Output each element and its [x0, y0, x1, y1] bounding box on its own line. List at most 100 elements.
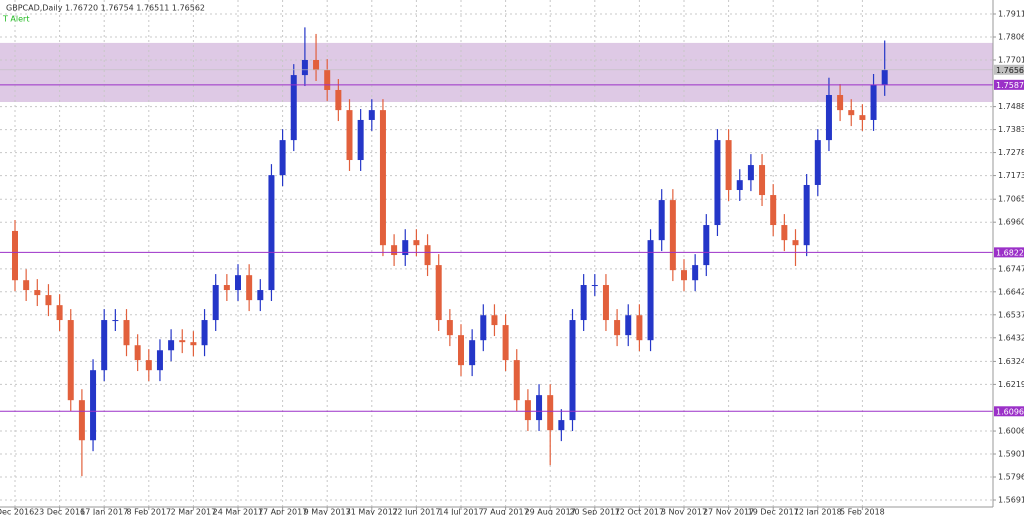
candle-body: [190, 342, 197, 346]
x-tick-label: 17 Apr 2017: [258, 508, 307, 515]
candle-body: [558, 420, 565, 431]
level-label: 1.60962: [996, 407, 1024, 416]
candle-body: [469, 340, 476, 366]
candle-body: [368, 110, 375, 120]
alert-label: T Alert: [2, 15, 29, 24]
y-tick-label: 1.79110: [998, 10, 1024, 19]
x-tick-label: 29 Aug 2017: [525, 508, 576, 515]
candle-body: [424, 245, 431, 266]
x-tick-label: 9 May 2017: [304, 508, 351, 515]
candle-body: [714, 140, 721, 226]
x-tick-label: 17 Jan 2017: [80, 508, 128, 515]
candle-body: [179, 340, 186, 343]
x-tick-label: 22 Jun 2017: [392, 508, 440, 515]
x-tick-label: 3 Nov 2017: [661, 508, 707, 515]
candle-body: [859, 115, 866, 120]
candle-body: [346, 110, 353, 161]
x-tick-label: 27 Nov 2017: [703, 508, 754, 515]
y-tick-label: 1.67470: [998, 264, 1024, 273]
candle-body: [56, 305, 63, 321]
candle-body: [391, 245, 398, 256]
candle-body: [881, 69, 888, 85]
candle-body: [212, 285, 219, 321]
candle-body: [825, 95, 832, 141]
candle-body: [458, 335, 464, 366]
candle-body: [23, 280, 30, 291]
x-tick-label: 23 Dec 2016: [34, 508, 85, 515]
candle-body: [569, 320, 576, 421]
candle-body: [803, 184, 810, 246]
candle-body: [324, 70, 331, 90]
candle-body: [591, 285, 598, 287]
candle-body: [781, 225, 788, 241]
candle-body: [357, 119, 364, 161]
candle-body: [725, 140, 732, 191]
candle-body: [168, 340, 175, 351]
candle-body: [792, 240, 799, 246]
candle-body: [101, 320, 108, 371]
candle-body: [301, 59, 308, 76]
candle-body: [402, 240, 409, 256]
candle-body: [313, 59, 320, 71]
y-tick-label: 1.72780: [998, 148, 1024, 157]
candle-body: [681, 270, 687, 281]
x-tick-label: Dec 2016: [0, 508, 34, 515]
candle-body: [814, 140, 821, 185]
candle-body: [658, 200, 665, 241]
candle-body: [235, 275, 241, 291]
candle-body: [580, 285, 587, 321]
candle-body: [647, 240, 654, 341]
level-label: 1.68222: [996, 248, 1024, 257]
y-tick-label: 1.56910: [998, 495, 1024, 504]
y-tick-label: 1.57960: [998, 473, 1024, 482]
x-tick-label: 19 Dec 2017: [748, 508, 799, 515]
y-tick-label: 1.74880: [998, 102, 1024, 111]
candle-body: [279, 140, 286, 176]
y-tick-label: 1.77010: [998, 55, 1024, 64]
y-tick-label: 1.63240: [998, 357, 1024, 366]
candle-body: [223, 285, 230, 291]
candle-body: [625, 315, 632, 336]
candle-body: [502, 325, 509, 361]
candle-body: [246, 275, 253, 301]
candle-body: [12, 230, 18, 281]
y-tick-label: 1.70650: [998, 195, 1024, 204]
x-tick-label: 20 Sep 2017: [569, 508, 620, 515]
candle-body: [90, 370, 97, 441]
candle-body: [770, 195, 777, 226]
candle-body: [413, 240, 420, 246]
candle-body: [268, 175, 275, 291]
x-tick-label: 5 Feb 2018: [840, 508, 885, 515]
level-label: 1.75875: [996, 81, 1024, 90]
x-tick-label: 2 Mar 2017: [171, 508, 217, 515]
y-tick-label: 1.69600: [998, 218, 1024, 227]
candle-body: [335, 89, 342, 111]
x-tick-label: 8 Feb 2017: [126, 508, 171, 515]
x-tick-label: 12 Jan 2018: [794, 508, 842, 515]
candle-body: [692, 265, 699, 281]
x-tick-label: 12 Oct 2017: [615, 508, 664, 515]
candle-body: [257, 290, 264, 301]
candle-body: [34, 290, 41, 296]
candle-body: [759, 165, 766, 196]
level-box: [994, 406, 1024, 417]
x-tick-label: 31 May 2017: [346, 508, 398, 515]
candle-body: [379, 110, 386, 246]
level-box: [994, 247, 1024, 258]
candle-body: [747, 165, 754, 181]
candle-body: [602, 285, 609, 321]
candle-body: [435, 265, 442, 321]
x-tick-label: 14 Jul 2017: [438, 508, 483, 515]
candle-body: [201, 320, 208, 346]
candle-body: [848, 110, 855, 116]
candle-body: [145, 360, 152, 371]
candle-body: [547, 395, 554, 431]
candle-body: [870, 84, 877, 120]
x-tick-label: 24 Mar 2017: [213, 508, 264, 515]
candle-body: [636, 315, 643, 341]
candle-body: [45, 295, 52, 306]
candle-body: [491, 315, 498, 326]
candle-body: [290, 75, 297, 141]
y-tick-label: 1.59010: [998, 450, 1024, 459]
